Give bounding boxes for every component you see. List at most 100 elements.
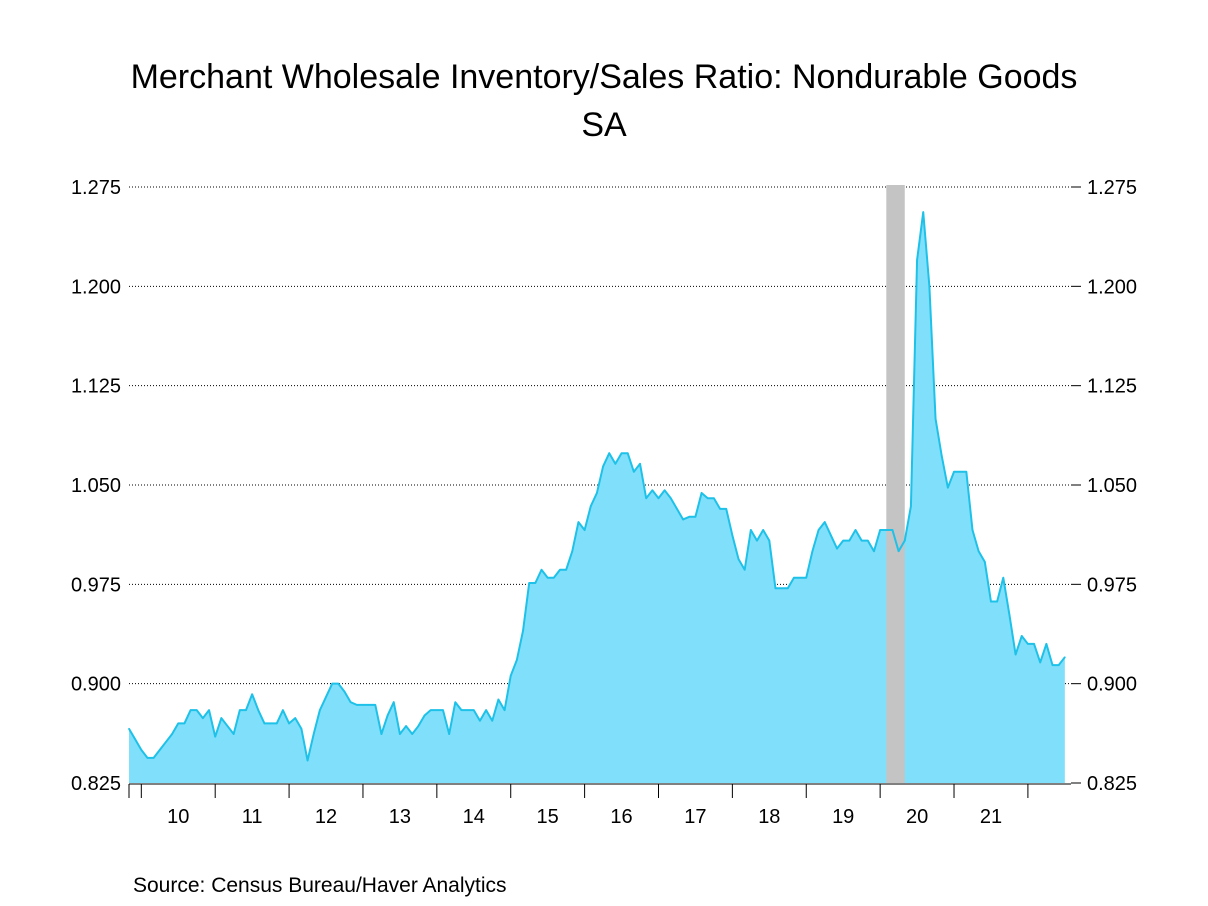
data-point (620, 452, 623, 455)
data-point (183, 722, 186, 725)
data-point (448, 733, 450, 735)
data-point (928, 285, 931, 288)
data-point (245, 709, 247, 711)
data-point (848, 539, 851, 542)
data-point (368, 704, 370, 706)
data-point (559, 568, 561, 571)
data-point (442, 709, 444, 711)
y-tick-label-right: 1.200 (1087, 276, 1137, 298)
data-point (503, 709, 506, 711)
data-point (608, 452, 611, 455)
data-point (737, 558, 740, 560)
data-point (583, 529, 586, 531)
data-point (743, 568, 746, 571)
data-point (177, 722, 180, 725)
data-point (725, 508, 728, 510)
data-point (596, 492, 598, 494)
data-point (312, 733, 315, 735)
data-point (1051, 664, 1054, 666)
y-tick-label-right: 1.125 (1087, 376, 1137, 398)
data-point (472, 709, 475, 711)
data-point (903, 539, 906, 542)
data-point (171, 733, 173, 735)
x-tick-label: 21 (980, 806, 1002, 828)
data-point (934, 417, 937, 420)
data-point (460, 709, 463, 711)
data-point (165, 741, 167, 743)
data-point (916, 259, 918, 261)
data-point (195, 709, 198, 711)
data-point (1064, 656, 1066, 658)
chart-title: Merchant Wholesale Inventory/Sales Ratio… (130, 58, 1078, 96)
data-point (423, 714, 426, 717)
data-point (189, 709, 192, 711)
data-point (830, 534, 832, 537)
data-point (128, 727, 130, 730)
data-point (417, 725, 420, 727)
x-tick-label: 10 (167, 806, 189, 828)
data-point (509, 674, 512, 677)
data-point (491, 719, 494, 722)
data-point (294, 717, 297, 719)
x-tick-label: 20 (906, 806, 928, 828)
data-point (282, 709, 284, 711)
data-point (257, 709, 260, 711)
data-point (349, 701, 352, 704)
x-tick-label: 17 (684, 806, 706, 828)
data-point (811, 550, 814, 553)
data-point (288, 722, 290, 725)
data-point (466, 709, 469, 711)
data-point (996, 600, 998, 603)
data-point (959, 470, 961, 473)
data-point (1033, 643, 1035, 645)
data-point (380, 733, 383, 735)
data-point (300, 727, 303, 730)
data-point (873, 550, 875, 553)
data-point (713, 497, 715, 500)
data-point (953, 470, 955, 473)
y-tick-label-right: 1.050 (1087, 475, 1137, 497)
data-point (1020, 635, 1023, 637)
data-point (202, 717, 204, 719)
data-point (534, 582, 537, 584)
y-tick-label-left: 1.050 (71, 475, 121, 497)
data-point (158, 749, 161, 751)
data-point (823, 521, 826, 523)
data-point (1027, 643, 1029, 645)
data-point (553, 576, 555, 579)
data-point (965, 470, 968, 473)
y-tick-label-right: 0.975 (1087, 574, 1137, 596)
data-point (836, 547, 838, 550)
data-point (386, 714, 389, 717)
data-point (971, 529, 974, 531)
data-point (1002, 576, 1005, 579)
data-point (885, 529, 888, 531)
data-point (762, 529, 764, 531)
data-point (522, 629, 524, 632)
data-point (719, 508, 721, 510)
y-tick-label-left: 0.975 (71, 574, 121, 596)
data-point (867, 539, 869, 542)
data-point (220, 717, 223, 719)
data-point (337, 682, 340, 685)
data-point (990, 600, 992, 603)
data-point (571, 550, 574, 553)
data-point (663, 489, 666, 492)
data-point (842, 539, 844, 542)
data-point (1039, 661, 1042, 664)
data-point (780, 587, 783, 590)
data-point (319, 709, 321, 711)
data-point (405, 725, 407, 727)
data-point (325, 696, 327, 698)
data-point (786, 587, 789, 590)
data-point (589, 505, 592, 507)
data-point (399, 733, 401, 735)
data-point (700, 492, 703, 494)
y-tick-label-right: 1.275 (1087, 177, 1137, 199)
data-point (528, 582, 530, 584)
data-point (565, 568, 567, 571)
x-tick-label: 16 (610, 806, 632, 828)
y-tick-label-right: 0.825 (1087, 773, 1137, 795)
data-point (485, 709, 487, 711)
